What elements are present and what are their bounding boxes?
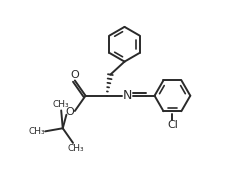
Text: O: O xyxy=(70,70,79,80)
Text: O: O xyxy=(65,107,74,117)
Text: N: N xyxy=(122,89,132,102)
Text: CH₃: CH₃ xyxy=(53,100,69,109)
Text: Cl: Cl xyxy=(167,120,178,130)
Text: CH₃: CH₃ xyxy=(28,127,45,136)
Text: CH₃: CH₃ xyxy=(67,144,83,153)
